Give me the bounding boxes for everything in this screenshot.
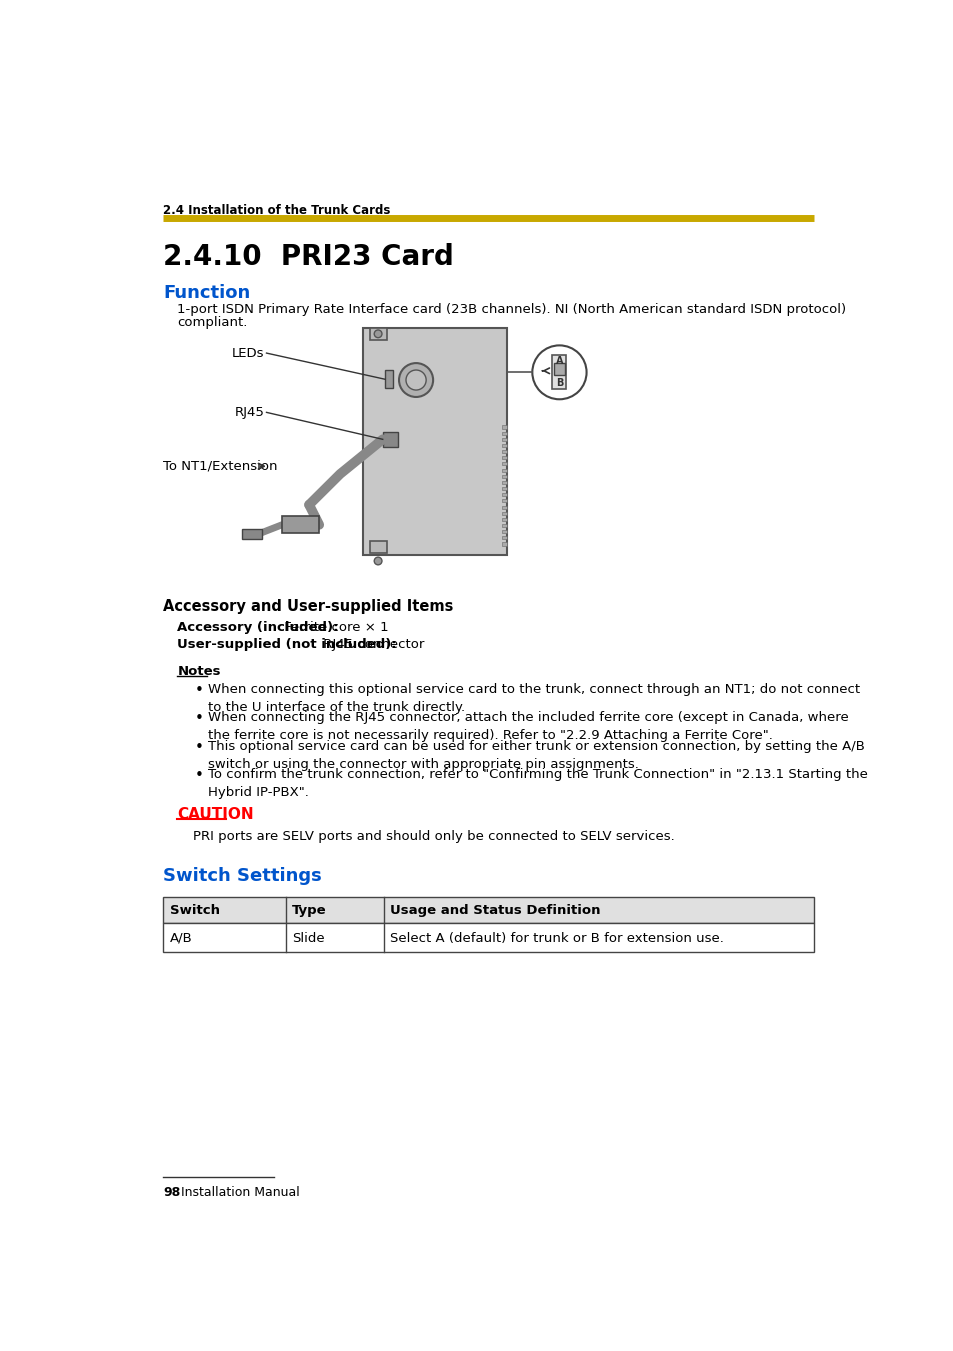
Text: 1-port ISDN Primary Rate Interface card (23B channels). NI (North American stand: 1-port ISDN Primary Rate Interface card … bbox=[177, 303, 845, 316]
Bar bbox=[501, 500, 506, 503]
Bar bbox=[501, 450, 506, 453]
Bar bbox=[382, 431, 397, 447]
Bar bbox=[501, 488, 506, 490]
Bar bbox=[282, 516, 319, 534]
Text: •: • bbox=[195, 711, 204, 725]
Text: Switch: Switch bbox=[170, 904, 219, 917]
Circle shape bbox=[406, 370, 426, 390]
Bar bbox=[501, 524, 506, 527]
Text: Function: Function bbox=[163, 284, 251, 301]
Bar bbox=[501, 530, 506, 534]
Bar bbox=[369, 540, 386, 554]
Bar bbox=[501, 512, 506, 515]
Bar bbox=[385, 370, 393, 389]
Bar bbox=[552, 355, 566, 389]
Text: RJ45: RJ45 bbox=[234, 405, 264, 419]
Text: To confirm the trunk connection, refer to "Confirming the Trunk Connection" in ": To confirm the trunk connection, refer t… bbox=[208, 769, 867, 798]
Bar bbox=[501, 474, 506, 478]
Text: 2.4.10  PRI23 Card: 2.4.10 PRI23 Card bbox=[163, 243, 454, 272]
Bar bbox=[501, 438, 506, 440]
Bar bbox=[501, 457, 506, 459]
Text: To NT1/Extension: To NT1/Extension bbox=[163, 459, 277, 473]
Text: •: • bbox=[195, 769, 204, 784]
Text: Type: Type bbox=[292, 904, 326, 917]
Text: Slide: Slide bbox=[292, 932, 324, 944]
Bar bbox=[363, 328, 506, 555]
Bar bbox=[554, 363, 564, 376]
Bar bbox=[501, 505, 506, 508]
Text: A/B: A/B bbox=[170, 932, 193, 944]
Bar bbox=[501, 536, 506, 539]
Bar bbox=[501, 426, 506, 428]
Bar bbox=[501, 444, 506, 447]
Circle shape bbox=[398, 363, 433, 397]
Text: When connecting the RJ45 connector, attach the included ferrite core (except in : When connecting the RJ45 connector, atta… bbox=[208, 711, 848, 742]
Circle shape bbox=[374, 557, 381, 565]
Text: compliant.: compliant. bbox=[177, 316, 248, 330]
Text: When connecting this optional service card to the trunk, connect through an NT1;: When connecting this optional service ca… bbox=[208, 684, 860, 715]
Text: Accessory (included):: Accessory (included): bbox=[177, 621, 338, 634]
Text: RJ45 connector: RJ45 connector bbox=[319, 638, 424, 651]
Bar bbox=[369, 328, 386, 340]
Text: •: • bbox=[195, 684, 204, 698]
Bar bbox=[501, 493, 506, 496]
Bar bbox=[501, 481, 506, 484]
Bar bbox=[163, 897, 814, 923]
Text: Switch Settings: Switch Settings bbox=[163, 867, 322, 885]
Bar bbox=[501, 431, 506, 435]
Text: CAUTION: CAUTION bbox=[177, 808, 253, 823]
Text: Installation Manual: Installation Manual bbox=[181, 1186, 299, 1200]
Bar bbox=[501, 543, 506, 546]
Text: User-supplied (not included):: User-supplied (not included): bbox=[177, 638, 396, 651]
Text: Ferrite core × 1: Ferrite core × 1 bbox=[280, 621, 389, 634]
Text: This optional service card can be used for either trunk or extension connection,: This optional service card can be used f… bbox=[208, 740, 864, 771]
Bar bbox=[163, 923, 814, 952]
Text: Accessory and User-supplied Items: Accessory and User-supplied Items bbox=[163, 600, 454, 615]
Text: 98: 98 bbox=[163, 1186, 180, 1200]
Text: A: A bbox=[555, 355, 562, 366]
Text: Select A (default) for trunk or B for extension use.: Select A (default) for trunk or B for ex… bbox=[390, 932, 723, 944]
Circle shape bbox=[532, 346, 586, 400]
Text: PRI ports are SELV ports and should only be connected to SELV services.: PRI ports are SELV ports and should only… bbox=[193, 831, 674, 843]
Bar bbox=[501, 469, 506, 471]
Text: LEDs: LEDs bbox=[232, 347, 264, 359]
Text: Usage and Status Definition: Usage and Status Definition bbox=[390, 904, 600, 917]
Bar bbox=[501, 462, 506, 466]
Text: Notes: Notes bbox=[177, 665, 221, 678]
Text: 2.4 Installation of the Trunk Cards: 2.4 Installation of the Trunk Cards bbox=[163, 204, 391, 218]
Text: •: • bbox=[195, 740, 204, 755]
Circle shape bbox=[374, 330, 381, 338]
Text: B: B bbox=[556, 378, 562, 388]
Bar bbox=[241, 528, 261, 539]
Bar bbox=[501, 517, 506, 521]
